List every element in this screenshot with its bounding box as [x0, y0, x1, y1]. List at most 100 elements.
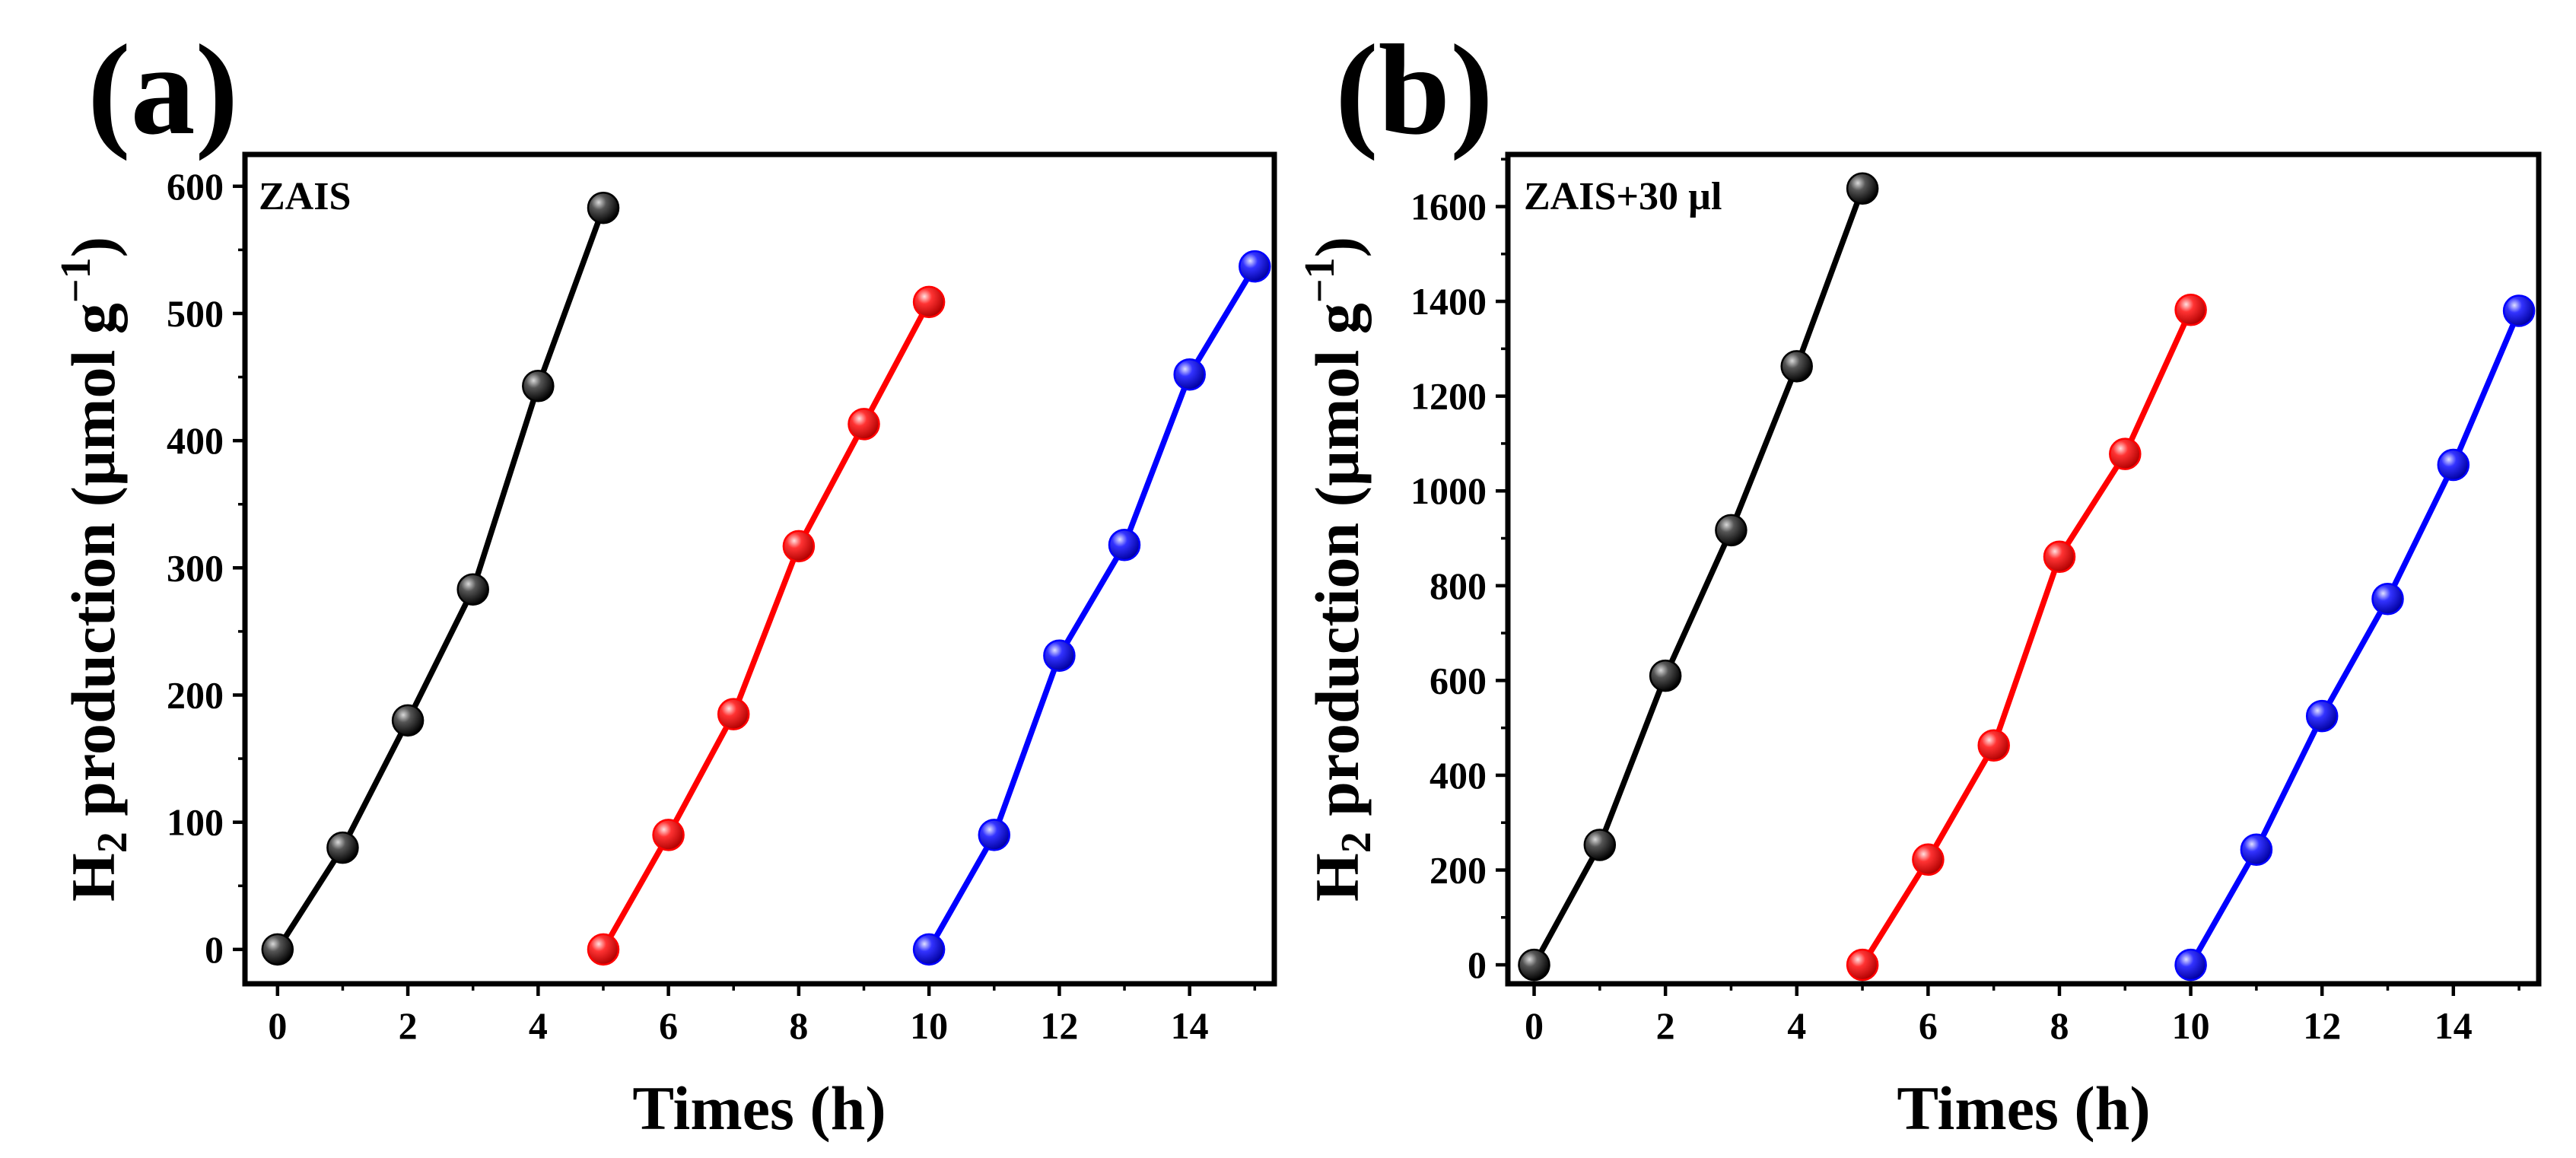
data-point-a-1-3: [456, 573, 489, 606]
plot-frame-b: [1505, 151, 2542, 987]
ticks-a: 0 2 4 6 8 10 12 14 0 100 200 300 400 500 600: [167, 165, 1257, 1047]
y-axis-title-b: H2 production (µmol g−1): [1296, 237, 1380, 902]
series-group-a: [261, 191, 1271, 966]
data-point-b-1-4: [1780, 350, 1813, 383]
y-title-subscript: 2: [1333, 832, 1380, 853]
x-tick-label-b-6: 6: [1919, 1004, 1938, 1047]
x-tick-label-a-8: 8: [789, 1004, 808, 1047]
x-tick-label-a-2: 2: [399, 1004, 418, 1047]
series-line-b-1: [1531, 187, 1865, 966]
x-tick-label-a-6: 6: [659, 1004, 678, 1047]
data-point-a-2-10: [912, 285, 946, 319]
data-point-a-1-4: [522, 370, 555, 402]
x-tick-label-a-10: 10: [910, 1004, 948, 1047]
sample-label-a: ZAIS: [259, 175, 351, 218]
data-point-a-2-7: [717, 698, 750, 730]
data-point-b-3-15: [2502, 294, 2536, 327]
data-point-a-2-6: [652, 819, 685, 851]
y-tick-label-a-400: 400: [167, 419, 224, 462]
data-point-a-1-1: [326, 831, 359, 864]
y-tick-label-a-600: 600: [167, 165, 224, 208]
x-tick-label-a-14: 14: [1171, 1004, 1209, 1047]
y-title-close: ): [1302, 237, 1372, 257]
series-line-b-2: [1859, 308, 2194, 967]
sample-label-b: ZAIS+30 µl: [1524, 175, 1722, 218]
series-line-b-3: [2188, 310, 2522, 966]
x-tick-label-a-0: 0: [268, 1004, 287, 1047]
x-axis-title-b: Times (h): [1897, 1074, 2150, 1143]
y-tick-label-b-1600: 1600: [1410, 186, 1487, 228]
data-point-b-3-12: [2305, 699, 2339, 733]
data-point-b-1-2: [1649, 659, 1682, 692]
y-tick-label-b-800: 800: [1430, 565, 1487, 607]
y-tick-label-a-100: 100: [167, 801, 224, 844]
plot-frame-a: [242, 151, 1277, 987]
data-point-b-3-11: [2240, 833, 2273, 866]
data-point-a-1-5: [587, 191, 620, 224]
series-line-a-3: [926, 265, 1258, 951]
y-title-h: H: [1302, 853, 1372, 902]
y-title-superscript: −1: [1296, 257, 1344, 303]
data-point-a-1-2: [391, 704, 425, 737]
y-tick-label-b-1000: 1000: [1410, 469, 1487, 512]
y-tick-label-a-0: 0: [205, 928, 224, 971]
y-tick-label-b-1400: 1400: [1410, 280, 1487, 323]
y-tick-label-b-400: 400: [1430, 754, 1487, 797]
panel-label-b: (b): [1335, 18, 1493, 161]
y-title-h: H: [59, 853, 128, 902]
x-tick-label-b-0: 0: [1525, 1004, 1544, 1047]
x-tick-label-b-4: 4: [1787, 1004, 1806, 1047]
y-axis-title-a: H2 production (µmol g−1): [52, 237, 136, 902]
data-point-b-2-5: [1846, 948, 1879, 981]
data-point-b-3-10: [2174, 948, 2207, 981]
data-point-a-3-11: [978, 819, 1011, 851]
series-line-a-2: [600, 301, 932, 951]
data-point-b-2-10: [2174, 294, 2207, 326]
x-tick-label-b-14: 14: [2434, 1004, 2473, 1047]
y-tick-label-a-200: 200: [167, 674, 224, 717]
x-tick-label-a-12: 12: [1040, 1004, 1078, 1047]
data-point-b-2-8: [2043, 540, 2076, 574]
y-title-text: production (µmol g: [59, 303, 128, 832]
panel-label-a: (a): [87, 18, 238, 161]
data-point-b-1-0: [1518, 948, 1550, 981]
data-point-b-1-1: [1583, 829, 1617, 861]
y-tick-label-a-300: 300: [167, 546, 224, 589]
y-tick-label-b-600: 600: [1430, 659, 1487, 701]
data-point-a-2-5: [587, 933, 620, 966]
x-tick-label-b-8: 8: [2050, 1004, 2069, 1047]
x-tick-label-a-4: 4: [529, 1004, 548, 1047]
data-point-b-1-3: [1715, 514, 1748, 547]
data-point-b-3-13: [2371, 582, 2404, 616]
data-point-b-3-14: [2437, 448, 2470, 482]
y-tick-label-a-500: 500: [167, 292, 224, 335]
data-point-a-1-0: [261, 933, 294, 966]
panel-a: (a) ZAIS 0 2 4 6 8 10 12 140100200300400500600 …: [52, 18, 1277, 1143]
ticks-b: 0 2 4 6 8 10 12 14 0 200 400 600 800 1000 1200 1400 1600: [1410, 157, 2520, 1047]
data-point-a-3-13: [1108, 528, 1141, 562]
y-title-subscript: 2: [89, 832, 136, 853]
data-point-b-1-5: [1846, 172, 1879, 205]
data-point-a-2-8: [782, 530, 816, 563]
data-point-a-3-12: [1043, 639, 1076, 672]
y-title-superscript: −1: [52, 257, 100, 303]
y-tick-label-b-0: 0: [1468, 943, 1487, 986]
data-point-a-3-10: [912, 933, 946, 966]
data-point-b-2-9: [2109, 437, 2142, 470]
data-point-a-3-15: [1239, 250, 1271, 283]
y-title-text: production (µmol g: [1302, 303, 1372, 832]
y-title-close: ): [59, 237, 128, 257]
panel-b: (b) ZAIS+30 µl 0 2 4 6 8 10 12 14 0 200 400 600 800 1…: [1296, 18, 2542, 1143]
series-line-a-1: [275, 206, 606, 951]
data-point-b-2-6: [1912, 843, 1945, 876]
x-axis-title-a: Times (h): [632, 1074, 886, 1143]
x-tick-label-b-2: 2: [1656, 1004, 1675, 1047]
x-tick-label-b-12: 12: [2303, 1004, 2341, 1047]
y-tick-label-b-200: 200: [1430, 849, 1487, 892]
y-tick-label-b-1200: 1200: [1410, 375, 1487, 418]
series-group-b: [1518, 172, 2536, 981]
data-point-b-2-7: [1977, 729, 2010, 762]
data-point-a-3-14: [1173, 358, 1206, 391]
data-point-a-2-9: [848, 408, 880, 441]
